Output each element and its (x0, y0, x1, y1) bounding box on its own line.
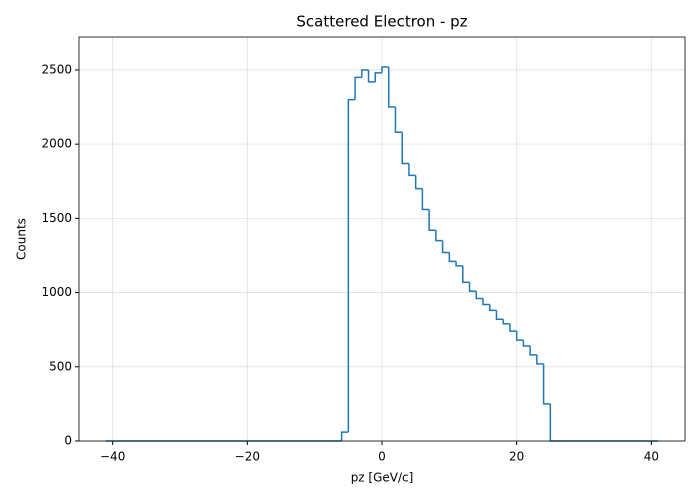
histogram-step (448, 252, 457, 263)
histogram-step (455, 261, 463, 267)
histogram-step (408, 163, 416, 177)
x-tick-label: 0 (378, 450, 386, 464)
histogram-step (536, 354, 544, 365)
histogram-step (347, 98, 356, 433)
histogram-step (495, 310, 504, 321)
histogram-step (367, 69, 376, 83)
histogram-step (509, 323, 517, 332)
histogram-step (462, 265, 470, 283)
histogram-step (414, 175, 423, 190)
histogram-step (441, 240, 450, 254)
x-tick-label: −40 (100, 450, 125, 464)
histogram-step (387, 66, 396, 108)
y-tick-label: 2000 (41, 137, 72, 151)
histogram-step (361, 69, 369, 78)
histogram-step (428, 209, 436, 231)
y-tick-label: 0 (64, 434, 72, 448)
histogram-step (381, 66, 389, 73)
x-tick-label: −20 (235, 450, 260, 464)
y-tick-label: 500 (49, 359, 72, 373)
plot-frame (78, 36, 686, 442)
histogram-step (354, 76, 362, 100)
histogram-step (374, 72, 382, 82)
histogram-step (401, 132, 409, 165)
histogram-step (529, 346, 537, 356)
y-tick-label: 1500 (41, 211, 72, 225)
histogram-step (340, 431, 349, 441)
histogram-step (475, 291, 483, 300)
chart-title: Scattered Electron - pz (296, 13, 467, 31)
histogram-step (394, 107, 403, 134)
y-axis-label: Counts (15, 218, 29, 260)
histogram-step (502, 319, 510, 325)
histogram-step (542, 363, 551, 405)
histogram-step (515, 331, 524, 341)
y-tick-label: 2500 (41, 62, 72, 76)
histogram-step (468, 282, 477, 292)
y-tick-label: 1000 (41, 285, 72, 299)
histogram-step (549, 403, 558, 442)
histogram-step (421, 188, 430, 211)
histogram-step (522, 340, 531, 347)
histogram-step (435, 230, 443, 242)
histogram-step (482, 298, 490, 306)
x-axis-label: pz [GeV/c] (351, 471, 414, 485)
x-tick-label: 20 (509, 450, 524, 464)
x-tick-label: 40 (644, 450, 659, 464)
histogram-step (488, 304, 497, 312)
